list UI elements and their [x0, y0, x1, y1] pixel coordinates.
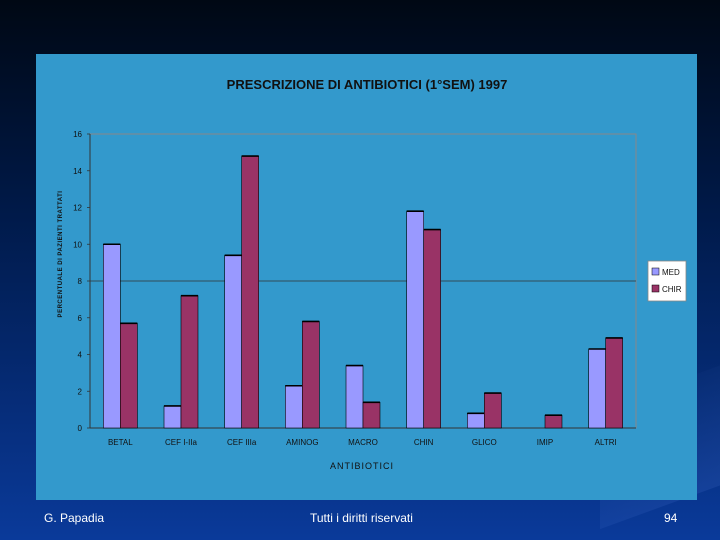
- bar-chir: [180, 295, 199, 429]
- legend-box: [647, 260, 687, 302]
- y-tick-label: 4: [78, 351, 83, 360]
- bar-chir: [241, 155, 259, 429]
- x-tick-label: BETAL: [108, 438, 133, 447]
- bar-med: [224, 254, 242, 429]
- chart-title: PRESCRIZIONE DI ANTIBIOTICI (1°SEM) 1997: [227, 77, 508, 92]
- bar-chir: [605, 337, 623, 429]
- bar-med: [406, 210, 424, 429]
- footer-author: G. Papadia: [44, 511, 105, 525]
- legend-swatch-med: [651, 267, 660, 276]
- y-tick-label: 10: [73, 240, 82, 249]
- bar-chir: [484, 392, 502, 429]
- chart-panel: PRESCRIZIONE DI ANTIBIOTICI (1°SEM) 1997…: [36, 54, 697, 500]
- y-tick-label: 2: [78, 387, 83, 396]
- x-tick-label: GLICO: [472, 438, 497, 447]
- x-axis-label: ANTIBIOTICI: [330, 461, 394, 471]
- bar-med: [467, 412, 485, 429]
- x-tick-label: MACRO: [348, 438, 378, 447]
- footer-rights: Tutti i diritti riservati: [310, 511, 413, 525]
- x-tick-label: IMIP: [537, 438, 553, 447]
- bar-med: [285, 385, 303, 429]
- y-tick-label: 0: [78, 424, 83, 433]
- x-tick-label: AMINOG: [286, 438, 318, 447]
- y-tick-label: 12: [73, 204, 82, 213]
- legend-label: CHIR: [662, 285, 682, 294]
- legend-label: MED: [662, 268, 680, 277]
- x-tick-label: ALTRI: [595, 438, 617, 447]
- bar-med: [103, 243, 121, 429]
- x-tick-label: CEF I-IIa: [165, 438, 198, 447]
- y-tick-label: 16: [73, 130, 82, 139]
- bar-chir: [544, 414, 563, 429]
- x-tick-label: CHIN: [414, 438, 434, 447]
- y-tick-label: 6: [78, 314, 83, 323]
- x-tick-label: CEF IIIa: [227, 438, 257, 447]
- bar-chir: [423, 229, 441, 429]
- bar-chart: PRESCRIZIONE DI ANTIBIOTICI (1°SEM) 1997…: [58, 77, 687, 471]
- bar-chir: [362, 401, 381, 429]
- bar-med: [588, 348, 606, 429]
- y-tick-label: 14: [73, 167, 82, 176]
- bar-chir: [120, 322, 138, 429]
- y-axis-label: PERCENTUALE DI PAZIENTI TRATTATI: [58, 191, 64, 318]
- bar-med: [163, 405, 182, 429]
- legend-swatch-chir: [651, 284, 660, 293]
- bar-med: [345, 365, 364, 429]
- page-number: 94: [664, 511, 678, 525]
- y-tick-label: 8: [78, 277, 83, 286]
- bar-chir: [302, 321, 320, 429]
